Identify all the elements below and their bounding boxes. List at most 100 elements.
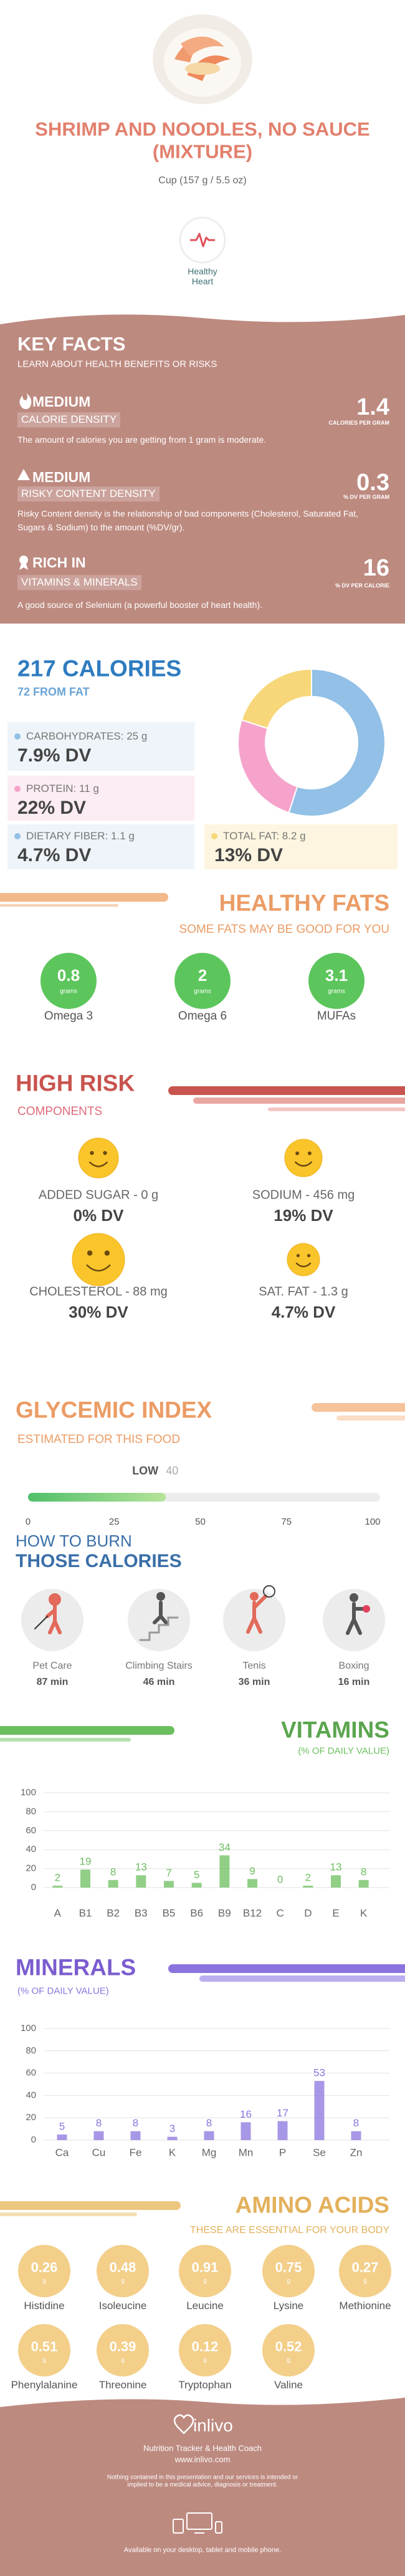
value-label: 8 [206,2117,212,2129]
y-tick-label: 100 [21,1787,36,1798]
fat-value: 3.1 [325,966,348,985]
amino-unit: g [363,2277,367,2285]
fact-description: A good source of Selenium (a powerful bo… [17,599,263,610]
x-tick-label: B2 [107,1907,120,1919]
amino-circle [18,2324,70,2376]
amino-name: Threonine [98,2379,147,2391]
amino-unit: g [287,2277,290,2285]
risk-dv: 4.7% DV [271,1303,336,1322]
device-icons [173,2512,222,2534]
gi-bar [28,1493,166,1502]
activity-time: 36 min [238,1676,270,1687]
value-label: 13 [135,1861,147,1873]
section-stripes [0,893,405,2216]
value-label: 2 [55,1871,60,1883]
y-tick-label: 80 [26,2045,36,2056]
activity-time: 16 min [338,1676,370,1687]
bar [277,2121,288,2140]
fat-name: Omega 6 [178,1010,227,1023]
nutrient-boxes [7,722,398,869]
nutrient-dv: 22% DV [17,797,87,818]
x-tick-label: A [54,1907,62,1919]
amino-value: 0.12 [191,2338,219,2355]
bar [358,1879,369,1888]
fat-name: Omega 3 [44,1010,93,1023]
bar [204,2131,214,2140]
x-tick-label: Se [313,2146,326,2158]
donut-segment [237,719,298,814]
x-tick-label: C [277,1907,284,1919]
nutrient-label: DIETARY FIBER: 1.1 g [26,830,135,842]
fact-unit: CALORIES PER GRAM [328,419,389,426]
amino-unit: g [42,2277,46,2285]
gi-tick-label: 0 [26,1517,31,1527]
nutrient-dv: 4.7% DV [17,844,92,866]
fact-level: MEDIUM [32,393,91,410]
risk-dv: 30% DV [69,1303,128,1322]
footer-availability: Available on your desktop, tablet and mo… [123,2546,282,2554]
nutrient-label: TOTAL FAT: 8.2 g [223,830,306,842]
bar [80,1869,90,1888]
bar [191,1883,202,1888]
fact-value: 16 [363,555,389,582]
smiley [287,1243,320,1276]
value-label: 8 [361,1866,366,1878]
nutrient-dv: 7.9% DV [17,745,92,766]
amino-circle [339,2245,391,2297]
x-tick-label: B6 [190,1907,203,1919]
section-subtitle: COMPONENTS [17,1105,103,1119]
fact-value: 1.4 [356,394,389,421]
donut-segment [288,668,386,817]
amino-unit: g [287,2357,290,2364]
x-tick-label: B9 [218,1907,231,1919]
fact-name: CALORIE DENSITY [17,412,121,427]
key-facts-icons [17,393,32,570]
fact-unit: % DV PER GRAM [343,493,389,500]
activity-name: Tenis [242,1660,266,1671]
section-subtitle: THESE ARE ESSENTIAL FOR YOUR BODY [189,2224,389,2236]
amino-value: 0.51 [31,2338,58,2355]
amino-value: 0.75 [275,2259,302,2275]
amino-unit: g [121,2277,125,2285]
smiley-eye [295,1151,300,1155]
value-label: 8 [96,2117,102,2129]
section-title: GLYCEMIC INDEX [16,1397,212,1423]
section-subtitle: ESTIMATED FOR THIS FOOD [17,1433,181,1447]
x-tick-label: K [360,1907,368,1919]
amino-value: 0.27 [351,2259,379,2275]
amino-unit: g [203,2277,207,2285]
fat-circle [308,953,364,1009]
fat-unit: grams [60,988,77,995]
amino-value: 0.26 [31,2259,58,2275]
gi-tick-label: 75 [281,1517,292,1527]
food-illustration [153,14,252,104]
x-tick-label: D [304,1907,312,1919]
value-label: 17 [277,2107,288,2119]
value-label: 2 [305,1871,311,1883]
section-subtitle: SOME FATS MAY BE GOOD FOR YOU [179,923,389,937]
y-tick-label: 20 [26,2112,36,2123]
smiley-mouth [294,1161,313,1167]
smiley [284,1139,323,1177]
amino-name: Lysine [273,2300,304,2312]
calories-subtitle: 72 FROM FAT [17,685,90,698]
x-tick-label: B3 [135,1907,148,1919]
bar [303,1885,313,1888]
fat-name: MUFAs [317,1010,356,1023]
bar [241,2122,251,2140]
y-tick-label: 0 [31,2135,36,2145]
value-label: 9 [249,1865,255,1877]
fat-unit: grams [328,988,345,995]
value-label: 0 [277,1873,283,1885]
y-tick-label: 20 [26,1863,36,1874]
value-label: 53 [313,2067,325,2079]
amino-unit: g [121,2357,125,2364]
bar [167,2136,178,2140]
amino-value: 0.39 [109,2338,136,2355]
section-subtitle: LEARN ABOUT HEALTH BENEFITS OR RISKS [17,359,217,370]
chart-title: MINERALS [16,1954,136,1980]
value-label: 8 [110,1866,116,1878]
bar [130,2131,141,2140]
amino-name: Tryptophan [178,2379,232,2391]
smiley-eye [87,1250,93,1256]
